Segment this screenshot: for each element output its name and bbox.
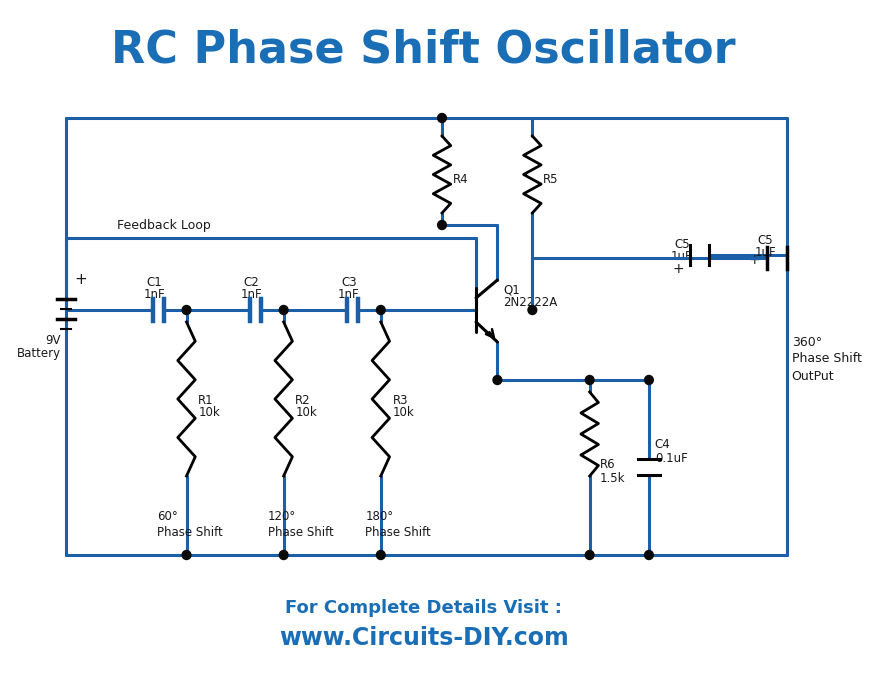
Circle shape [644,551,653,559]
Circle shape [279,551,288,559]
Text: Feedback Loop: Feedback Loop [117,220,210,233]
Text: R1: R1 [198,394,214,406]
Text: C4: C4 [655,439,670,452]
Text: 1.5k: 1.5k [600,472,625,485]
Text: R4: R4 [453,173,468,186]
Circle shape [182,305,191,315]
Text: Phase Shift: Phase Shift [365,526,431,539]
Circle shape [437,220,446,230]
Circle shape [376,551,385,559]
Text: www.Circuits-DIY.com: www.Circuits-DIY.com [278,626,568,650]
Text: RC Phase Shift Oscillator: RC Phase Shift Oscillator [111,28,736,71]
Text: 1nF: 1nF [338,288,360,301]
Text: +: + [672,262,684,276]
Circle shape [376,305,385,315]
Circle shape [493,375,502,384]
Circle shape [437,113,446,123]
Text: For Complete Details Visit :: For Complete Details Visit : [285,599,562,617]
Text: 9V: 9V [45,334,61,346]
Text: Battery: Battery [17,348,61,361]
Text: 1uF: 1uF [671,251,693,264]
Text: 10k: 10k [198,406,220,419]
Text: Phase Shift: Phase Shift [157,526,223,539]
Circle shape [528,305,537,315]
Text: R6: R6 [600,458,615,472]
Text: 60°: 60° [157,510,178,522]
Text: Phase Shift: Phase Shift [268,526,333,539]
Text: C1: C1 [147,276,162,288]
Text: 2N2222A: 2N2222A [503,297,558,309]
Text: 1nF: 1nF [144,288,165,301]
Text: R2: R2 [295,394,311,406]
Text: 1nF: 1nF [241,288,263,301]
Text: 360°: 360° [792,336,821,348]
Text: C5: C5 [758,233,773,247]
Text: C3: C3 [341,276,356,288]
Text: Q1: Q1 [503,284,520,297]
Circle shape [585,551,594,559]
Text: OutPut: OutPut [792,369,835,383]
Text: 120°: 120° [268,510,296,522]
Text: Phase Shift: Phase Shift [792,352,862,365]
Circle shape [182,551,191,559]
Text: C5: C5 [674,239,690,251]
Circle shape [279,305,288,315]
Text: 180°: 180° [365,510,394,522]
Text: R5: R5 [543,173,559,186]
Text: C2: C2 [244,276,259,288]
Text: +: + [748,253,760,267]
Text: 10k: 10k [393,406,414,419]
Text: +: + [74,272,87,288]
Circle shape [585,375,594,384]
Circle shape [644,375,653,384]
Text: R3: R3 [393,394,408,406]
Text: 1uF: 1uF [754,245,776,259]
Text: 10k: 10k [295,406,317,419]
Text: 0.1uF: 0.1uF [655,452,688,464]
